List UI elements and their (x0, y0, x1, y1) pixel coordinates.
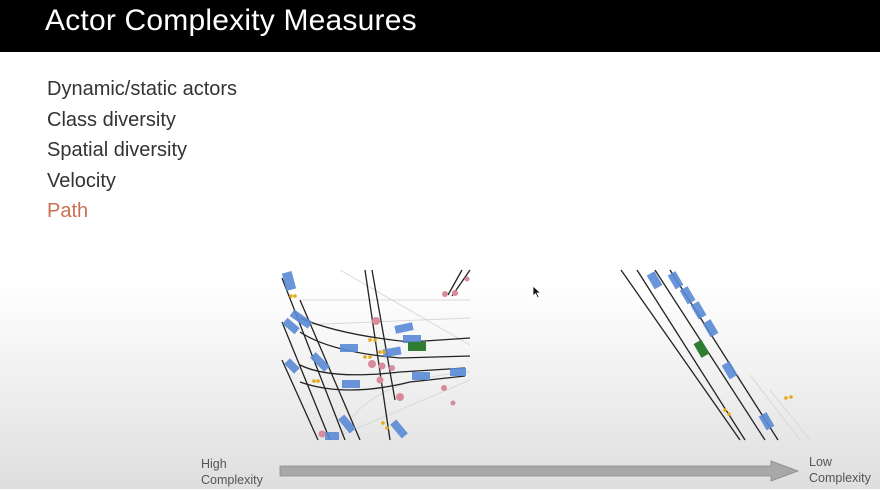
mouse-pointer-icon (532, 285, 542, 299)
high-label-line1: High (201, 457, 227, 471)
ego-vehicle-low (693, 339, 710, 358)
bullet-list: Dynamic/static actors Class diversity Sp… (47, 74, 237, 227)
low-complexity-label: Low Complexity (809, 454, 871, 486)
bullet-item-path: Path (47, 200, 89, 222)
low-complexity-scene (620, 269, 811, 441)
high-complexity-label: High Complexity (201, 456, 263, 488)
title-bar: Actor Complexity Measures (0, 0, 880, 52)
complexity-arrow (279, 460, 800, 482)
low-label-line1: Low (809, 455, 832, 469)
low-label-line2: Complexity (809, 471, 871, 485)
bullet-item-velocity: Velocity (47, 169, 116, 192)
high-label-line2: Complexity (201, 473, 263, 487)
bullet-item-class-diversity: Class diversity (47, 108, 176, 131)
high-complexity-scene (281, 269, 471, 441)
bullet-item-spatial-diversity: Spatial diversity (47, 139, 188, 161)
bullet-item-dynamic-static: Dynamic/static actors (47, 78, 238, 100)
ego-vehicle-high (408, 342, 426, 351)
slide-title: Actor Complexity Measures (45, 4, 417, 37)
